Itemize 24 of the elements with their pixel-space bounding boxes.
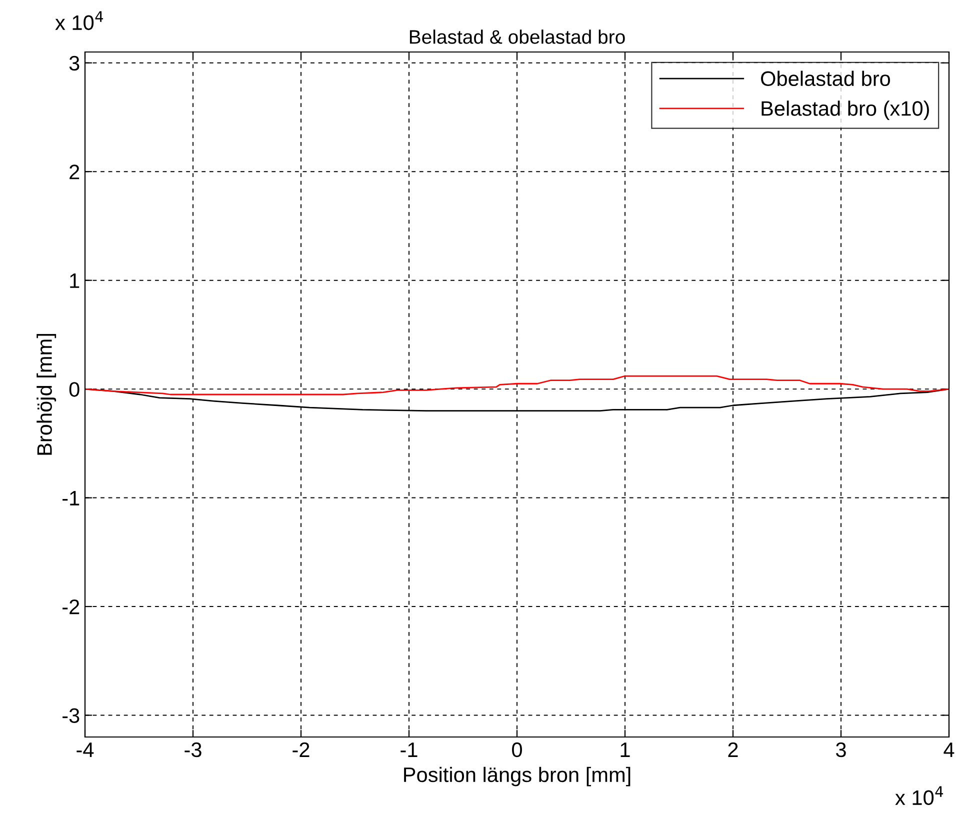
chart-title: Belastad & obelastad bro — [410, 30, 625, 44]
legend-label: Obelastad bro — [761, 70, 890, 86]
y-tick-label: 3 — [69, 56, 80, 71]
x-axis-title: Position längs bron [mm] — [404, 766, 630, 786]
y-tick-label: -2 — [62, 600, 80, 614]
x-tick-label: 3 — [836, 742, 846, 758]
line-series — [85, 375, 949, 396]
text: x 10$^{4}$ — [55, 11, 104, 30]
x-tick-label: 0 — [512, 742, 522, 758]
x-tick-label: -1 — [400, 742, 418, 757]
y-axis-title: Brohöjd [mm] — [36, 334, 56, 455]
x-tick-label: 1 — [620, 742, 630, 757]
x-tick-label: 2 — [728, 742, 738, 757]
x-tick-label: -2 — [292, 742, 310, 757]
legend-label: Belastad bro (x10) — [762, 100, 929, 120]
x-tick-label: -4 — [76, 742, 94, 757]
x-tick-label: 4 — [944, 742, 954, 757]
y-tick-label: 0 — [69, 382, 80, 397]
y-tick-label: -1 — [62, 491, 80, 506]
text: x 10$^{4}$ — [895, 786, 944, 806]
y-tick-label: 2 — [70, 164, 80, 180]
y-tick-label: -3 — [62, 708, 80, 724]
x-tick-label: -3 — [184, 742, 202, 758]
y-tick-label: 1 — [70, 274, 80, 288]
